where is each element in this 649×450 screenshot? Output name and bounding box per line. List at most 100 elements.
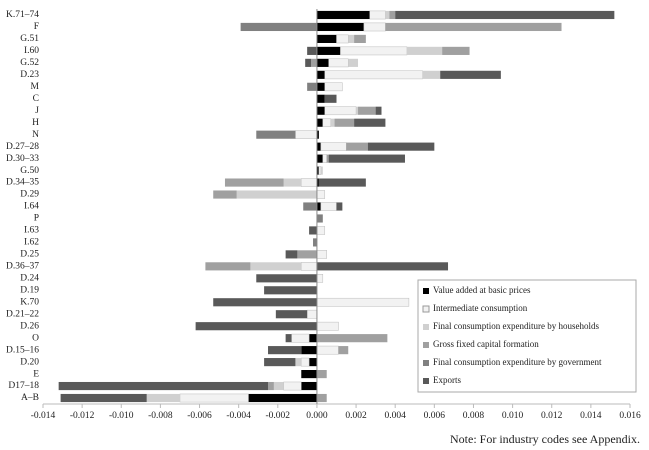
bar-segment — [307, 82, 317, 91]
y-tick-label: D.23 — [20, 70, 39, 80]
bar-segment — [268, 381, 274, 391]
x-tick-label: -0.010 — [109, 411, 134, 421]
legend-label: Intermediate consumption — [433, 303, 528, 313]
x-tick-label: 0.008 — [463, 411, 485, 421]
x-tick-label: -0.008 — [148, 411, 173, 421]
bar-segment — [385, 10, 390, 20]
bar-segment — [316, 214, 323, 223]
bar-segment — [248, 393, 317, 403]
legend-swatch — [423, 378, 429, 384]
bar-segment — [250, 262, 302, 271]
bar-segment — [306, 309, 318, 319]
legend-label: Final consumption expenditure by househo… — [433, 321, 599, 331]
bar-segment — [195, 322, 317, 331]
y-tick-label: D.15–16 — [6, 345, 39, 355]
bar-segment — [297, 250, 317, 259]
bar-segment — [316, 345, 339, 355]
legend: Value added at basic prices Intermediate … — [417, 279, 637, 393]
bar-segment — [320, 166, 323, 175]
bar-segment — [316, 106, 325, 115]
y-tick-label: I.63 — [24, 226, 39, 236]
bar-segment — [205, 262, 251, 271]
bar-segment — [324, 70, 423, 80]
bar-segment — [320, 142, 347, 151]
bar-segment — [356, 106, 359, 115]
bar-segment — [256, 130, 296, 139]
bar-segment — [354, 34, 366, 43]
y-tick-label: P — [34, 214, 39, 224]
legend-swatch — [423, 360, 429, 366]
bar-segment — [320, 202, 337, 211]
bar-segment — [264, 286, 317, 295]
bar-segment — [316, 273, 324, 283]
bar-segment — [406, 46, 443, 55]
y-tick-label: I.64 — [24, 202, 39, 212]
legend-label: Exports — [433, 375, 461, 385]
x-tick-label: -0.006 — [187, 411, 212, 421]
bar-segment — [301, 262, 318, 271]
bar-segment — [316, 250, 327, 259]
y-tick-label: D.25 — [20, 250, 39, 260]
bar-segment — [301, 370, 317, 379]
y-tick-label: D.24 — [20, 274, 39, 284]
y-tick-label: K.70 — [20, 297, 39, 307]
bar-segment — [330, 118, 335, 127]
bar-segment — [354, 118, 386, 127]
bar-segment — [316, 178, 319, 187]
y-tick-label: D.29 — [20, 190, 39, 200]
bar-segment — [60, 393, 147, 403]
bar-segment — [328, 58, 349, 68]
bar-segment — [313, 238, 317, 247]
bar-segment — [318, 166, 322, 175]
bar-segment — [316, 46, 341, 55]
bar-segment — [309, 334, 317, 343]
bar-segment — [301, 178, 318, 187]
bar-segment — [316, 70, 325, 79]
bar-segment — [273, 381, 284, 391]
bar-segment — [311, 58, 317, 67]
y-tick-label: J — [35, 106, 39, 116]
x-tick-label: -0.002 — [266, 411, 291, 421]
bar-segment — [369, 10, 386, 20]
x-tick-label: 0.002 — [345, 411, 367, 421]
bar-segment — [295, 130, 318, 140]
bar-segment — [283, 178, 302, 187]
legend-label: Value added at basic prices — [433, 285, 531, 295]
y-tick-label: G.52 — [20, 58, 39, 68]
bar-segment — [264, 358, 296, 367]
bar-segment — [389, 10, 396, 20]
bar-segment — [348, 34, 355, 43]
x-tick-label: 0.000 — [306, 411, 328, 421]
bar-segment — [346, 142, 368, 151]
x-tick-label: 0.006 — [424, 411, 446, 421]
bar-segment — [324, 82, 343, 92]
bar-segment — [301, 357, 310, 367]
bar-segment — [328, 154, 405, 163]
y-tick-label: D.19 — [20, 285, 39, 295]
bar-segment — [309, 358, 317, 367]
y-tick-label: M — [31, 82, 40, 92]
y-tick-label: D.30–33 — [6, 154, 39, 164]
bar-segment — [316, 370, 327, 379]
bar-segment — [348, 58, 359, 67]
bar-segment — [301, 346, 317, 355]
bar-segment — [385, 22, 562, 32]
bar-segment — [316, 34, 337, 43]
bar-segment — [295, 358, 302, 367]
bar-segment — [324, 94, 337, 103]
bar-segment — [316, 94, 325, 103]
bar-segment — [240, 22, 317, 32]
x-tick-label: 0.014 — [580, 411, 602, 421]
y-tick-label: C — [33, 94, 39, 104]
x-tick-label: -0.014 — [31, 411, 56, 421]
y-tick-label: O — [32, 333, 39, 343]
x-tick-label: 0.010 — [502, 411, 524, 421]
bar-segment — [318, 178, 366, 187]
bar-segment — [334, 118, 355, 127]
bar-segment — [307, 46, 317, 55]
x-tick-label: 0.016 — [619, 411, 641, 421]
bar-segment — [422, 70, 441, 79]
bar-segment — [316, 82, 325, 91]
bar-segment — [442, 46, 470, 55]
